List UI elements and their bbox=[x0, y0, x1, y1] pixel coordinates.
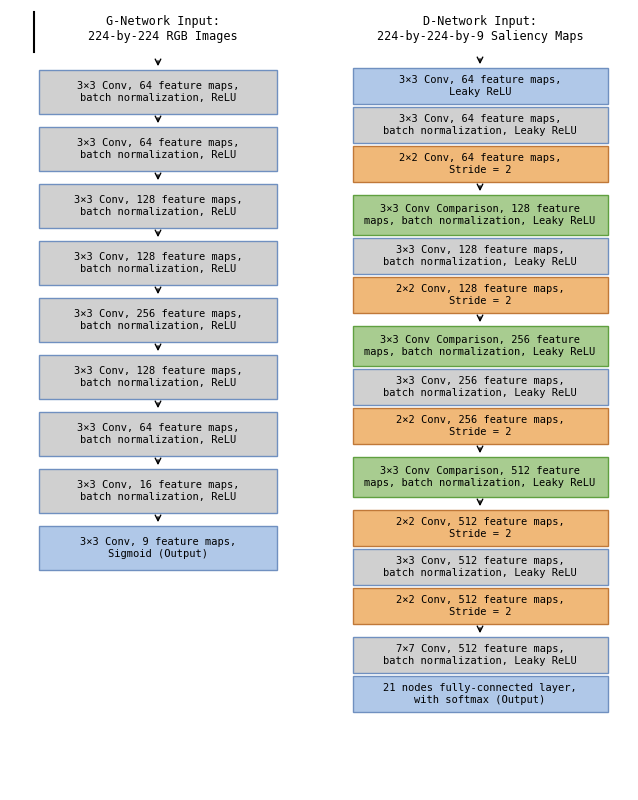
Text: 3×3 Conv, 256 feature maps,
batch normalization, Leaky ReLU: 3×3 Conv, 256 feature maps, batch normal… bbox=[383, 376, 577, 398]
FancyBboxPatch shape bbox=[39, 412, 277, 456]
Text: 3×3 Conv, 64 feature maps,
batch normalization, ReLU: 3×3 Conv, 64 feature maps, batch normali… bbox=[77, 82, 239, 102]
Text: 2×2 Conv, 256 feature maps,
Stride = 2: 2×2 Conv, 256 feature maps, Stride = 2 bbox=[396, 415, 565, 437]
FancyBboxPatch shape bbox=[39, 526, 277, 570]
FancyBboxPatch shape bbox=[39, 298, 277, 342]
Text: 2×2 Conv, 512 feature maps,
Stride = 2: 2×2 Conv, 512 feature maps, Stride = 2 bbox=[396, 517, 565, 539]
Text: 3×3 Conv, 64 feature maps,
batch normalization, ReLU: 3×3 Conv, 64 feature maps, batch normali… bbox=[77, 138, 239, 160]
FancyBboxPatch shape bbox=[353, 277, 607, 313]
FancyBboxPatch shape bbox=[353, 510, 607, 546]
Text: 3×3 Conv Comparison, 128 feature
maps, batch normalization, Leaky ReLU: 3×3 Conv Comparison, 128 feature maps, b… bbox=[364, 204, 596, 226]
FancyBboxPatch shape bbox=[353, 549, 607, 585]
Text: 3×3 Conv Comparison, 256 feature
maps, batch normalization, Leaky ReLU: 3×3 Conv Comparison, 256 feature maps, b… bbox=[364, 335, 596, 357]
FancyBboxPatch shape bbox=[39, 184, 277, 228]
Text: 21 nodes fully-connected layer,
with softmax (Output): 21 nodes fully-connected layer, with sof… bbox=[383, 683, 577, 705]
FancyBboxPatch shape bbox=[353, 637, 607, 673]
FancyBboxPatch shape bbox=[39, 355, 277, 399]
FancyBboxPatch shape bbox=[39, 70, 277, 114]
Text: 2×2 Conv, 512 feature maps,
Stride = 2: 2×2 Conv, 512 feature maps, Stride = 2 bbox=[396, 595, 565, 617]
FancyBboxPatch shape bbox=[353, 676, 607, 712]
FancyBboxPatch shape bbox=[353, 238, 607, 274]
Text: 7×7 Conv, 512 feature maps,
batch normalization, Leaky ReLU: 7×7 Conv, 512 feature maps, batch normal… bbox=[383, 644, 577, 666]
FancyBboxPatch shape bbox=[353, 457, 607, 497]
FancyBboxPatch shape bbox=[39, 241, 277, 285]
FancyBboxPatch shape bbox=[353, 107, 607, 143]
Text: 3×3 Conv, 256 feature maps,
batch normalization, ReLU: 3×3 Conv, 256 feature maps, batch normal… bbox=[73, 309, 242, 331]
Text: 3×3 Conv, 512 feature maps,
batch normalization, Leaky ReLU: 3×3 Conv, 512 feature maps, batch normal… bbox=[383, 556, 577, 578]
FancyBboxPatch shape bbox=[353, 326, 607, 366]
Text: 3×3 Conv, 128 feature maps,
batch normalization, Leaky ReLU: 3×3 Conv, 128 feature maps, batch normal… bbox=[383, 245, 577, 266]
FancyBboxPatch shape bbox=[353, 68, 607, 104]
Text: 3×3 Conv, 9 feature maps,
Sigmoid (Output): 3×3 Conv, 9 feature maps, Sigmoid (Outpu… bbox=[80, 538, 236, 558]
Text: 3×3 Conv, 64 feature maps,
batch normalization, Leaky ReLU: 3×3 Conv, 64 feature maps, batch normali… bbox=[383, 114, 577, 136]
Text: G-Network Input:
224-by-224 RGB Images: G-Network Input: 224-by-224 RGB Images bbox=[88, 15, 238, 43]
FancyBboxPatch shape bbox=[353, 369, 607, 405]
Text: 3×3 Conv, 128 feature maps,
batch normalization, ReLU: 3×3 Conv, 128 feature maps, batch normal… bbox=[73, 252, 242, 274]
FancyBboxPatch shape bbox=[353, 588, 607, 624]
Text: 3×3 Conv, 64 feature maps,
Leaky ReLU: 3×3 Conv, 64 feature maps, Leaky ReLU bbox=[399, 75, 561, 97]
Text: 3×3 Conv, 128 feature maps,
batch normalization, ReLU: 3×3 Conv, 128 feature maps, batch normal… bbox=[73, 195, 242, 217]
Text: 3×3 Conv Comparison, 512 feature
maps, batch normalization, Leaky ReLU: 3×3 Conv Comparison, 512 feature maps, b… bbox=[364, 466, 596, 488]
FancyBboxPatch shape bbox=[353, 408, 607, 444]
Text: 3×3 Conv, 64 feature maps,
batch normalization, ReLU: 3×3 Conv, 64 feature maps, batch normali… bbox=[77, 423, 239, 445]
FancyBboxPatch shape bbox=[353, 195, 607, 235]
Text: 2×2 Conv, 64 feature maps,
Stride = 2: 2×2 Conv, 64 feature maps, Stride = 2 bbox=[399, 154, 561, 174]
FancyBboxPatch shape bbox=[39, 469, 277, 513]
FancyBboxPatch shape bbox=[39, 127, 277, 171]
Text: 3×3 Conv, 128 feature maps,
batch normalization, ReLU: 3×3 Conv, 128 feature maps, batch normal… bbox=[73, 366, 242, 388]
Text: 3×3 Conv, 16 feature maps,
batch normalization, ReLU: 3×3 Conv, 16 feature maps, batch normali… bbox=[77, 480, 239, 502]
Text: D-Network Input:
224-by-224-by-9 Saliency Maps: D-Network Input: 224-by-224-by-9 Salienc… bbox=[376, 15, 583, 43]
Text: 2×2 Conv, 128 feature maps,
Stride = 2: 2×2 Conv, 128 feature maps, Stride = 2 bbox=[396, 284, 565, 306]
FancyBboxPatch shape bbox=[353, 146, 607, 182]
